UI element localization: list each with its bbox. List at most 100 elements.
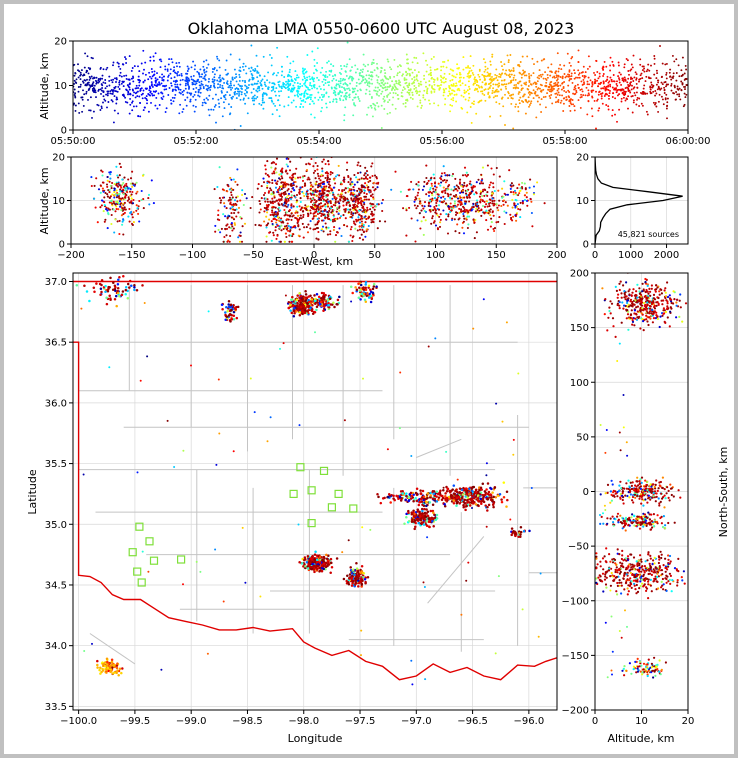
source-point	[422, 216, 425, 219]
source-point	[166, 68, 169, 71]
source-point	[281, 220, 284, 223]
source-point	[251, 196, 254, 199]
source-point	[608, 92, 611, 95]
source-point	[495, 203, 498, 206]
source-point	[516, 82, 519, 85]
source-point	[499, 76, 502, 78]
time-axis-tick-label: 05:54:00	[297, 136, 342, 147]
source-point	[261, 101, 264, 104]
source-point	[641, 65, 644, 68]
source-point	[325, 149, 327, 151]
source-point	[571, 81, 574, 84]
source-point	[266, 186, 269, 189]
source-point	[235, 80, 238, 83]
source-point	[664, 98, 667, 101]
source-point	[303, 72, 305, 75]
source-point	[181, 78, 184, 81]
source-point	[666, 117, 668, 120]
source-point	[464, 202, 467, 205]
source-point	[232, 208, 235, 211]
source-point	[527, 96, 530, 99]
source-point	[366, 177, 369, 181]
source-point	[482, 188, 485, 191]
source-point	[309, 98, 312, 101]
source-point	[185, 104, 188, 107]
source-point	[83, 93, 86, 96]
source-point	[377, 86, 379, 89]
source-point	[376, 186, 379, 189]
source-point	[640, 72, 643, 75]
source-point	[231, 76, 234, 79]
source-point	[562, 86, 565, 88]
source-point	[322, 230, 325, 233]
source-point	[74, 109, 77, 112]
source-point	[117, 62, 120, 65]
source-point	[363, 203, 366, 206]
source-point	[166, 79, 169, 82]
source-point	[321, 205, 324, 208]
source-point	[645, 75, 648, 78]
source-point	[230, 212, 233, 215]
source-point	[583, 75, 586, 77]
source-point	[346, 161, 349, 164]
source-point	[333, 89, 336, 92]
source-point	[279, 194, 282, 198]
source-point	[589, 79, 592, 82]
source-point	[324, 176, 327, 180]
source-point	[501, 72, 503, 75]
source-point	[314, 169, 317, 172]
ew-axis-tick-label: 0	[311, 250, 317, 261]
source-point	[652, 101, 655, 104]
source-point	[655, 92, 658, 95]
source-point	[215, 121, 217, 124]
source-point	[343, 224, 346, 227]
source-point	[433, 197, 437, 200]
source-point	[577, 87, 580, 89]
source-point	[606, 78, 609, 81]
source-point	[276, 153, 278, 155]
source-point	[327, 226, 330, 229]
source-point	[241, 225, 244, 228]
source-point	[276, 212, 280, 215]
source-point	[320, 173, 323, 176]
source-point	[431, 85, 433, 88]
source-point	[371, 61, 374, 64]
source-point	[113, 109, 116, 112]
source-point	[270, 57, 273, 59]
source-point	[312, 193, 316, 196]
source-point	[491, 92, 494, 95]
source-point	[506, 54, 509, 57]
source-point	[347, 240, 351, 243]
source-point	[318, 85, 321, 88]
source-point	[135, 181, 138, 184]
source-point	[367, 106, 370, 109]
source-point	[432, 209, 435, 212]
source-point	[488, 82, 491, 85]
source-point	[88, 109, 91, 112]
source-point	[232, 227, 235, 230]
source-point	[343, 87, 346, 90]
source-point	[270, 166, 273, 169]
source-point	[150, 84, 153, 87]
source-point	[138, 70, 141, 73]
source-point	[582, 78, 585, 81]
source-point	[330, 205, 333, 208]
source-point	[116, 90, 119, 93]
source-point	[418, 90, 421, 93]
source-point	[170, 99, 172, 102]
source-point	[102, 101, 104, 104]
source-point	[275, 221, 278, 224]
source-point	[339, 80, 342, 83]
source-point	[510, 69, 513, 72]
source-point	[287, 197, 290, 201]
source-point	[143, 106, 146, 109]
source-point	[577, 99, 580, 102]
source-point	[277, 71, 280, 74]
source-point	[348, 58, 351, 61]
source-point	[512, 184, 515, 187]
source-point	[437, 208, 441, 211]
source-point	[115, 78, 118, 81]
source-point	[559, 101, 562, 104]
source-point	[324, 74, 327, 77]
source-point	[614, 97, 617, 100]
